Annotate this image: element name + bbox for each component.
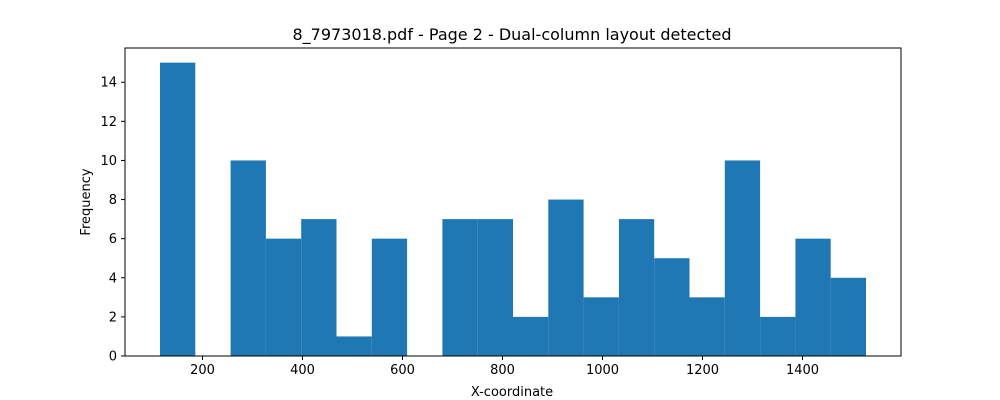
histogram-bar-16 [724, 160, 761, 356]
x-tick-label: 200 [190, 363, 215, 378]
bars-group [160, 62, 866, 357]
histogram-bar-2 [230, 160, 266, 356]
histogram-bar-10 [513, 316, 549, 356]
histogram-bar-9 [477, 219, 513, 356]
y-tick-label: 0 [109, 350, 117, 365]
y-tick-label: 6 [109, 232, 117, 247]
plot-frame [124, 47, 902, 357]
histogram-bar-0 [160, 62, 196, 357]
histogram-bar-6 [371, 238, 408, 356]
x-tick-label: 400 [290, 363, 315, 378]
x-tick-label: 600 [390, 363, 415, 378]
chart-title: 8_7973018.pdf - Page 2 - Dual-column lay… [292, 25, 731, 45]
histogram-bar-5 [336, 336, 372, 356]
x-tick-label: 1200 [686, 363, 719, 378]
y-tick-label: 14 [100, 76, 117, 91]
histogram-bar-14 [654, 258, 690, 356]
y-tick-label: 4 [109, 271, 117, 286]
x-tick-label: 800 [490, 363, 515, 378]
histogram-bar-15 [689, 297, 725, 356]
y-tick-label: 2 [109, 310, 117, 325]
x-axis-label: X-coordinate [471, 385, 553, 400]
histogram-bar-12 [583, 297, 619, 356]
y-tick-label: 12 [100, 115, 117, 130]
y-axis-ticks: 0 2 4 6 8 10 12 14 [100, 76, 125, 365]
histogram-bar-13 [618, 219, 655, 356]
y-tick-label: 10 [100, 154, 117, 169]
histogram-bar-11 [548, 199, 584, 356]
histogram-bar-3 [265, 238, 302, 356]
histogram-bar-4 [301, 219, 337, 356]
histogram-bar-18 [795, 238, 831, 356]
x-axis-ticks: 200 400 600 800 1000 1200 1400 [190, 356, 819, 378]
histogram-bar-17 [760, 316, 796, 356]
x-tick-label: 1400 [786, 363, 819, 378]
x-tick-label: 1000 [586, 363, 619, 378]
histogram-bar-19 [830, 277, 866, 356]
histogram-bar-8 [442, 219, 478, 356]
y-axis-label: Frequency [79, 168, 94, 235]
y-tick-label: 8 [109, 193, 117, 208]
